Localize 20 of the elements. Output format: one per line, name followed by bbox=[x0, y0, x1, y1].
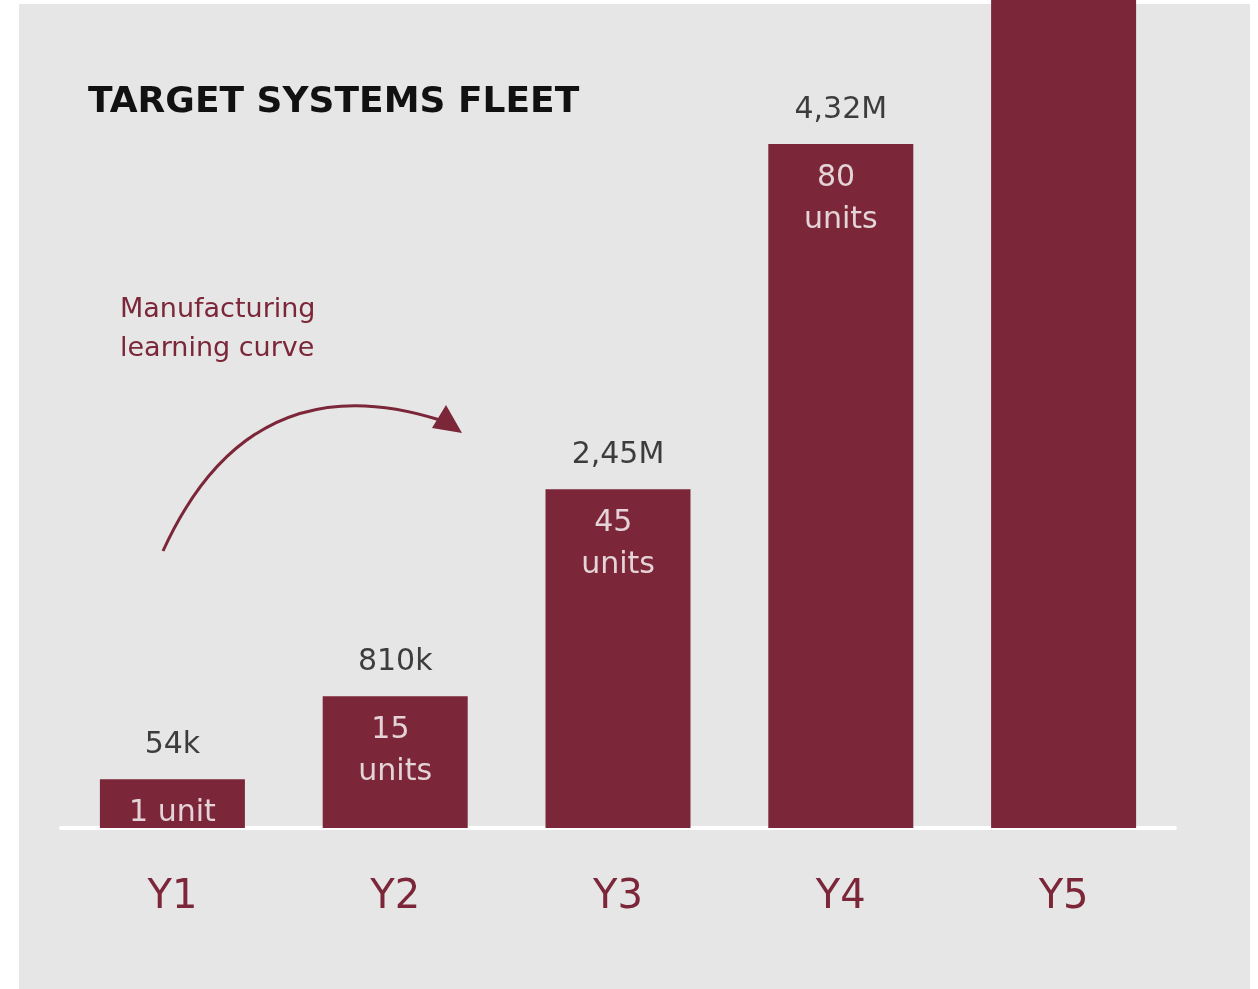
bar bbox=[99, 779, 245, 828]
annotation: 80 units bbox=[803, 157, 878, 235]
bar bbox=[768, 144, 914, 828]
annotation: 54k bbox=[144, 724, 201, 760]
x-tick-label: Y2 bbox=[369, 871, 421, 917]
bar bbox=[322, 696, 468, 828]
x-tick-label: Y5 bbox=[1037, 871, 1089, 917]
bar bbox=[991, 0, 1137, 828]
x-tick-label: Y1 bbox=[146, 871, 198, 917]
annotation: 1 unit bbox=[129, 792, 217, 828]
annotation: 2,45M bbox=[571, 434, 665, 470]
annotation: 45 units bbox=[581, 502, 655, 580]
annotation: Manufacturing learning curve bbox=[120, 291, 317, 364]
annotation: 4,32M bbox=[794, 89, 888, 125]
bar bbox=[545, 489, 691, 828]
x-tick-label: Y4 bbox=[814, 871, 866, 917]
annotation: 15 units bbox=[358, 709, 433, 787]
annotation: 810k bbox=[357, 641, 434, 677]
text: TARGET SYSTEMS FLEET bbox=[88, 78, 580, 120]
x-tick-label: Y3 bbox=[592, 871, 643, 917]
